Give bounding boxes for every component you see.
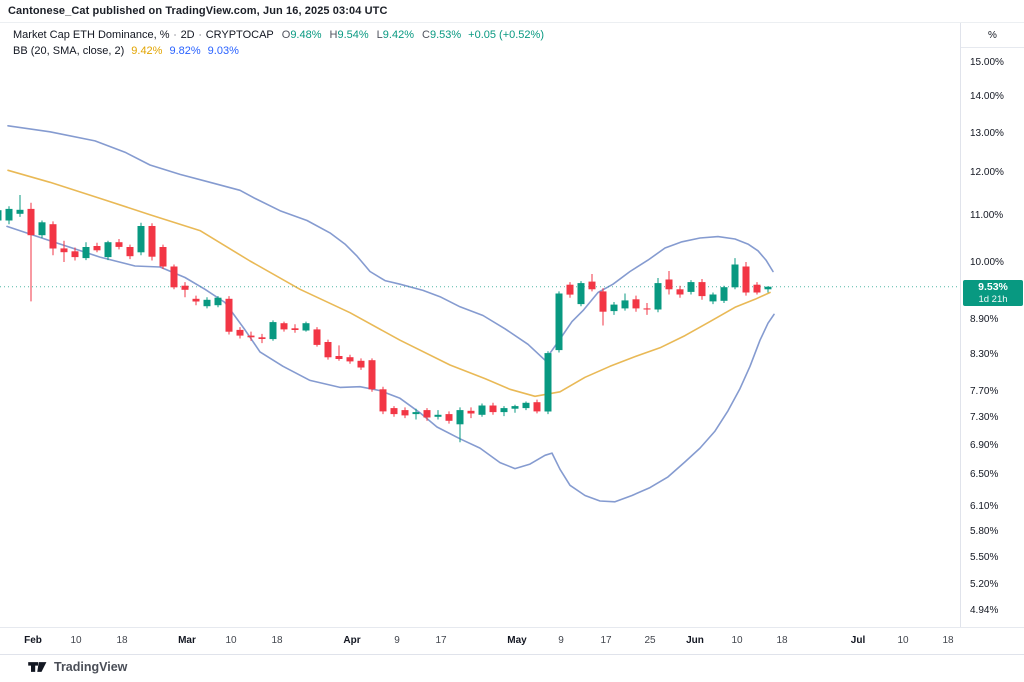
close-value: 9.53% — [429, 29, 462, 41]
price-tick: 8.30% — [970, 349, 999, 360]
price-tick: 10.00% — [970, 257, 1004, 268]
close-label: C — [422, 29, 430, 41]
price-tick: 14.00% — [970, 91, 1004, 102]
price-axis[interactable]: % 9.53% 1d 21h 15.00% 14.00% 13.00% 12.00% 1… — [960, 23, 1024, 627]
time-axis[interactable]: Feb 10 18 Mar 10 18 Apr 9 17 May 9 17 25 Jun 10 18 Jul 10… — [0, 627, 1024, 655]
chart-pane[interactable]: Market Cap ETH Dominance, % ∙ 2D ∙ CRYPTOCAP… — [0, 23, 960, 627]
time-tick: 10 — [70, 635, 82, 646]
time-tick: 18 — [116, 635, 128, 646]
interval-label: 2D — [180, 29, 195, 41]
time-tick: Jun — [686, 635, 704, 646]
price-tick: 12.00% — [970, 167, 1004, 178]
time-tick: 25 — [644, 635, 656, 646]
tradingview-logo-text: TradingView — [54, 660, 128, 674]
bb-upper-value: 9.82% — [169, 45, 201, 57]
price-tick: 15.00% — [970, 57, 1004, 68]
price-tick: 6.10% — [970, 501, 999, 512]
time-tick: 17 — [600, 635, 612, 646]
publish-caption: Cantonese_Cat published on TradingView.c… — [8, 5, 388, 17]
change-value: +0.05 (+0.52%) — [468, 29, 544, 41]
last-price-value: 9.53% — [978, 280, 1008, 293]
legend-separator: ∙ — [198, 29, 202, 41]
time-tick: Mar — [178, 635, 196, 646]
time-tick: 18 — [271, 635, 283, 646]
last-price-label: 9.53% 1d 21h — [963, 279, 1023, 306]
open-value: 9.48% — [290, 29, 322, 41]
time-tick: 9 — [558, 635, 564, 646]
price-tick: 4.94% — [970, 605, 999, 616]
price-tick: 8.90% — [970, 314, 999, 325]
time-tick: Feb — [24, 635, 42, 646]
price-tick: 7.30% — [970, 412, 999, 423]
price-tick: 5.20% — [970, 579, 999, 590]
legend-separator: ∙ — [173, 29, 177, 41]
exchange-label: CRYPTOCAP — [205, 29, 274, 41]
time-tick: 10 — [225, 635, 237, 646]
tradingview-footer[interactable]: TradingView — [27, 658, 127, 676]
bb-lower-value: 9.03% — [207, 45, 239, 57]
time-tick: 18 — [776, 635, 788, 646]
time-tick: Apr — [343, 635, 361, 646]
time-tick: May — [507, 635, 527, 646]
price-tick: 13.00% — [970, 128, 1004, 139]
low-value: 9.42% — [382, 29, 414, 41]
high-label: H — [329, 29, 338, 41]
time-tick: Jul — [850, 635, 866, 646]
price-tick: 7.70% — [970, 386, 999, 397]
price-tick: 6.90% — [970, 440, 999, 451]
indicator-legend-row[interactable]: BB (20, SMA, close, 2) 9.42% 9.82% 9.03% — [13, 44, 544, 59]
open-label: O — [281, 29, 291, 41]
symbol-title[interactable]: Market Cap ETH Dominance, % — [13, 29, 170, 41]
price-unit-label: % — [961, 23, 1024, 48]
chart-legend: Market Cap ETH Dominance, % ∙ 2D ∙ CRYPTOCAP… — [13, 28, 544, 60]
high-value: 9.54% — [337, 29, 369, 41]
indicator-name[interactable]: BB (20, SMA, close, 2) — [13, 45, 125, 57]
symbol-legend-row[interactable]: Market Cap ETH Dominance, % ∙ 2D ∙ CRYPTOCAP… — [13, 28, 544, 43]
bar-countdown: 1d 21h — [978, 293, 1008, 305]
price-tick: 11.00% — [970, 210, 1004, 221]
time-tick: 10 — [731, 635, 743, 646]
time-tick: 9 — [394, 635, 400, 646]
bb-basis-value: 9.42% — [131, 45, 163, 57]
publish-header: Cantonese_Cat published on TradingView.c… — [0, 0, 1024, 23]
candlestick-chart[interactable] — [0, 23, 960, 627]
time-tick: 10 — [897, 635, 909, 646]
price-tick: 5.50% — [970, 552, 999, 563]
low-label: L — [376, 29, 383, 41]
tradingview-logo-icon — [28, 662, 47, 672]
time-tick: 17 — [435, 635, 447, 646]
price-tick: 6.50% — [970, 469, 999, 480]
time-tick: 18 — [942, 635, 954, 646]
price-tick: 5.80% — [970, 526, 999, 537]
